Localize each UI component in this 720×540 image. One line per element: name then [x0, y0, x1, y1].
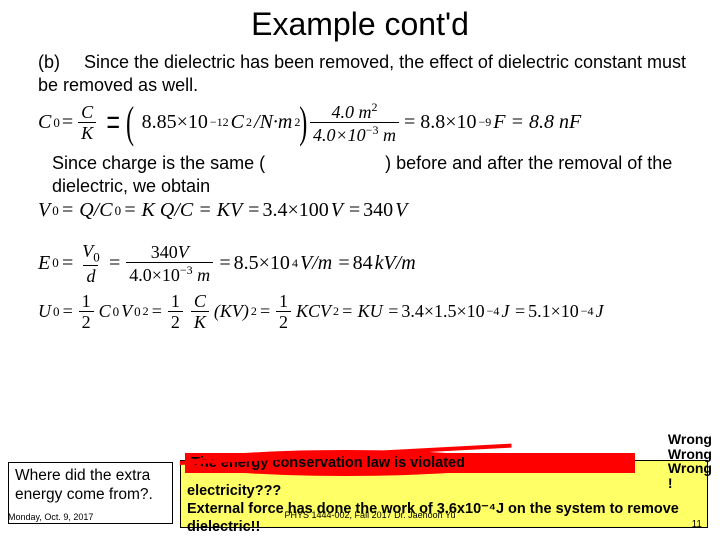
mid-paragraph: Since charge is the same () before and a…	[0, 148, 720, 197]
wrong-stack: WrongWrongWrong!	[668, 432, 712, 491]
bottom-callouts: Where did the extra energy come from?. e…	[0, 452, 720, 534]
equation-u0: U0 = 12 C0V02 = 12 CK (KV)2 = 12 KCV2 = …	[0, 291, 720, 339]
page-number: 11	[692, 519, 702, 530]
part-b-paragraph: (b)Since the dielectric has been removed…	[0, 43, 720, 98]
slide-title: Example cont'd	[0, 0, 720, 43]
footer-center: PHYS 1444-002, Fall 2017 Dr. Jaehoon Yu	[200, 510, 540, 520]
equation-e0: E0 = V0d = 340V4.0×10−3 m = 8.5×104 V/m …	[0, 241, 720, 289]
red-strip-text: The energy conservation law is violated	[185, 453, 635, 473]
part-b-text: Since the dielectric has been removed, t…	[38, 52, 686, 95]
footer-date: Monday, Oct. 9, 2017	[8, 512, 93, 522]
part-b-marker: (b)	[38, 51, 84, 74]
equation-v0: V0 = Q/C0 = K Q/C = KV = 3.4×100V = 340V	[0, 199, 720, 239]
yellow-line1: electricity???	[187, 482, 701, 500]
equation-c0: C0 = CK = ( 8.85×10−12 C2/N·m2 ) 4.0 m2 …	[0, 100, 720, 148]
